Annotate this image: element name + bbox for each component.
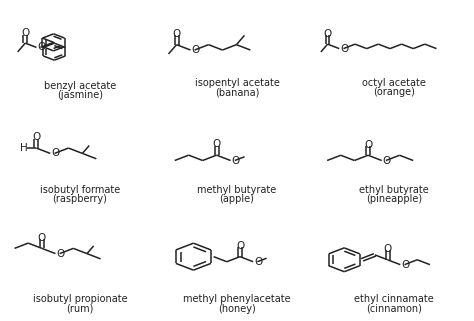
Text: benzyl acetate: benzyl acetate <box>44 81 116 91</box>
Text: O: O <box>212 139 221 150</box>
Text: (raspberry): (raspberry) <box>53 194 108 204</box>
Text: (cinnamon): (cinnamon) <box>366 304 422 314</box>
Text: ethyl cinnamate: ethyl cinnamate <box>354 294 434 304</box>
Text: O: O <box>38 233 46 243</box>
Text: O: O <box>323 29 332 39</box>
Text: (orange): (orange) <box>373 87 415 97</box>
Text: (apple): (apple) <box>219 194 255 204</box>
Text: O: O <box>51 148 59 159</box>
Text: O: O <box>364 140 372 150</box>
Text: O: O <box>21 29 29 39</box>
Text: O: O <box>173 29 181 39</box>
Text: (rum): (rum) <box>66 304 93 314</box>
Text: O: O <box>383 244 392 254</box>
Text: H: H <box>20 143 28 153</box>
Text: O: O <box>191 45 200 55</box>
Text: octyl acetate: octyl acetate <box>362 78 426 88</box>
Text: isopentyl acetate: isopentyl acetate <box>194 78 280 88</box>
Text: (honey): (honey) <box>218 304 256 314</box>
Text: ethyl butyrate: ethyl butyrate <box>359 185 429 195</box>
Text: isobutyl formate: isobutyl formate <box>40 185 120 195</box>
Text: O: O <box>401 260 410 270</box>
Text: methyl butyrate: methyl butyrate <box>197 185 277 195</box>
Text: (pineapple): (pineapple) <box>366 194 422 204</box>
Text: (jasmine): (jasmine) <box>57 91 103 100</box>
Text: isobutyl propionate: isobutyl propionate <box>33 294 127 304</box>
Text: O: O <box>383 155 391 166</box>
Text: O: O <box>32 132 40 142</box>
Text: methyl phenylacetate: methyl phenylacetate <box>183 294 291 304</box>
Text: O: O <box>236 241 244 251</box>
Text: (banana): (banana) <box>215 87 259 97</box>
Text: O: O <box>340 44 348 54</box>
Text: O: O <box>254 257 262 267</box>
Text: O: O <box>37 42 46 52</box>
Text: O: O <box>231 155 239 166</box>
Text: O: O <box>56 248 64 259</box>
